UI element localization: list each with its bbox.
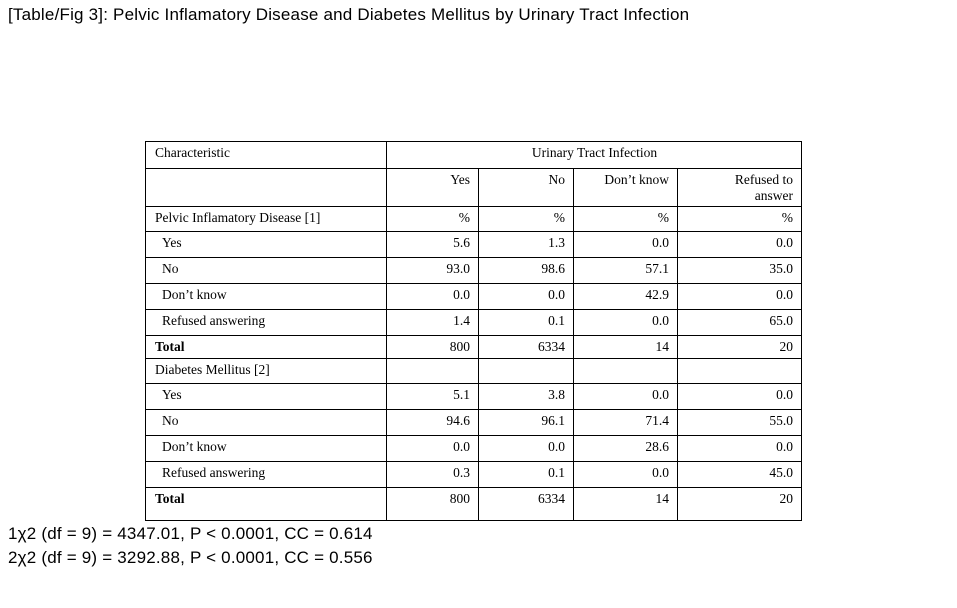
cell-value: 3.8 [478, 383, 574, 411]
corner-header-cell: Characteristic [145, 141, 387, 169]
cell-value: 28.6 [573, 435, 678, 463]
cell-value: 0.0 [573, 383, 678, 411]
cell-value: 35.0 [676, 257, 803, 285]
unit-cell [676, 358, 803, 385]
footnote-line-1: 1χ2 (df = 9) = 4347.01, P < 0.0001, CC =… [8, 524, 373, 543]
table-header-row-columns: Yes No Don’t know Refused to answer [145, 167, 803, 208]
cell-value: 93.0 [386, 257, 479, 285]
table-row: Don’t know 0.0 0.0 28.6 0.0 [145, 435, 803, 463]
cell-value: 0.0 [386, 435, 479, 463]
cell-value: 0.0 [478, 283, 574, 311]
total-label: Total [145, 335, 387, 360]
unit-cell: % [676, 206, 803, 233]
cell-value: 0.0 [386, 283, 479, 311]
table-row: No 93.0 98.6 57.1 35.0 [145, 257, 803, 285]
cell-value: 0.1 [478, 309, 574, 337]
row-label: Yes [145, 231, 387, 259]
cell-value: 0.0 [676, 231, 803, 259]
empty-header-cell [145, 167, 387, 208]
cell-value: 1.3 [478, 231, 574, 259]
total-value: 6334 [478, 487, 574, 522]
cell-value: 5.6 [386, 231, 479, 259]
row-label: Refused answering [145, 309, 387, 337]
cell-value: 0.0 [573, 309, 678, 337]
section-row-dm: Diabetes Mellitus [2] [145, 358, 803, 385]
total-value: 800 [386, 335, 479, 360]
table-row: Don’t know 0.0 0.0 42.9 0.0 [145, 283, 803, 311]
cell-value: 94.6 [386, 409, 479, 437]
unit-cell: % [386, 206, 479, 233]
cell-value: 71.4 [573, 409, 678, 437]
table-row: Yes 5.6 1.3 0.0 0.0 [145, 231, 803, 259]
table-row: Refused answering 0.3 0.1 0.0 45.0 [145, 461, 803, 489]
row-label: Yes [145, 383, 387, 411]
unit-cell: % [478, 206, 574, 233]
unit-cell [478, 358, 574, 385]
total-label: Total [145, 487, 387, 522]
total-value: 14 [573, 335, 678, 360]
stats-table: Characteristic Urinary Tract Infection Y… [145, 141, 803, 522]
total-value: 20 [676, 487, 803, 522]
total-value: 800 [386, 487, 479, 522]
row-label: No [145, 257, 387, 285]
table-row: No 94.6 96.1 71.4 55.0 [145, 409, 803, 437]
unit-cell: % [573, 206, 678, 233]
cell-value: 55.0 [676, 409, 803, 437]
column-header-yes: Yes [386, 167, 479, 208]
total-value: 20 [676, 335, 803, 360]
row-label: Don’t know [145, 283, 387, 311]
column-header-dont-know: Don’t know [573, 167, 678, 208]
column-header-refused-label: Refused to answer [734, 172, 794, 204]
total-value: 14 [573, 487, 678, 522]
cell-value: 65.0 [676, 309, 803, 337]
section-name: Pelvic Inflamatory Disease [1] [145, 206, 387, 233]
cell-value: 45.0 [676, 461, 803, 489]
page-title: [Table/Fig 3]: Pelvic Inflamatory Diseas… [8, 5, 690, 24]
cell-value: 1.4 [386, 309, 479, 337]
unit-cell [386, 358, 479, 385]
table-row: Yes 5.1 3.8 0.0 0.0 [145, 383, 803, 411]
cell-value: 0.0 [676, 383, 803, 411]
cell-value: 0.3 [386, 461, 479, 489]
cell-value: 96.1 [478, 409, 574, 437]
column-header-refused: Refused to answer [676, 167, 803, 208]
section-row-pid: Pelvic Inflamatory Disease [1] % % % % [145, 206, 803, 233]
row-label: Refused answering [145, 461, 387, 489]
group-header-cell: Urinary Tract Infection [385, 141, 803, 169]
chi-square-footnotes: 1χ2 (df = 9) = 4347.01, P < 0.0001, CC =… [8, 522, 373, 570]
table-header-row-group: Characteristic Urinary Tract Infection [145, 141, 803, 169]
unit-cell [573, 358, 678, 385]
row-label: Don’t know [145, 435, 387, 463]
cell-value: 57.1 [573, 257, 678, 285]
cell-value: 0.0 [573, 461, 678, 489]
cell-value: 5.1 [386, 383, 479, 411]
cell-value: 0.0 [478, 435, 574, 463]
row-label: No [145, 409, 387, 437]
cell-value: 0.0 [676, 435, 803, 463]
table-row: Refused answering 1.4 0.1 0.0 65.0 [145, 309, 803, 337]
cell-value: 0.1 [478, 461, 574, 489]
cell-value: 0.0 [573, 231, 678, 259]
footnote-line-2: 2χ2 (df = 9) = 3292.88, P < 0.0001, CC =… [8, 548, 373, 567]
total-row-dm: Total 800 6334 14 20 [145, 487, 803, 522]
section-name: Diabetes Mellitus [2] [145, 358, 387, 385]
cell-value: 98.6 [478, 257, 574, 285]
column-header-no: No [478, 167, 574, 208]
total-row-pid: Total 800 6334 14 20 [145, 335, 803, 360]
cell-value: 42.9 [573, 283, 678, 311]
total-value: 6334 [478, 335, 574, 360]
cell-value: 0.0 [676, 283, 803, 311]
